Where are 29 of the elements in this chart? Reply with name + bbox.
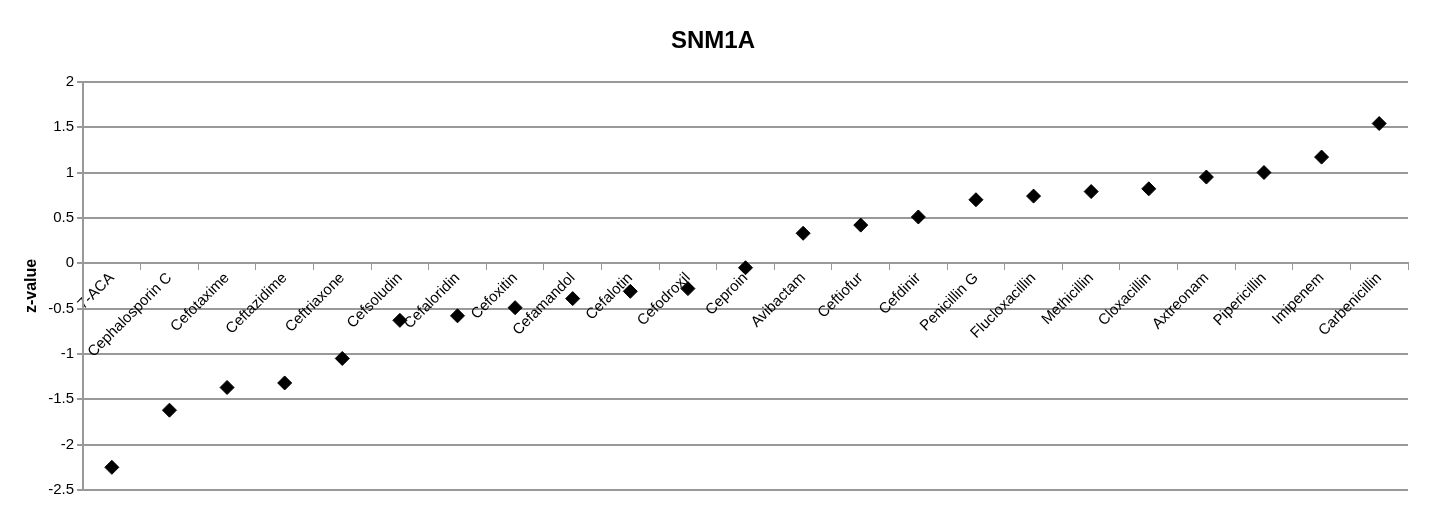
y-axis-title: z-value (22, 258, 40, 314)
point (104, 459, 120, 475)
point (968, 192, 984, 208)
y-tick-label: 1 (65, 162, 75, 180)
point (1314, 149, 1330, 165)
y-tick-label: 2 (65, 71, 75, 89)
point (738, 260, 754, 276)
point (1026, 188, 1042, 204)
point (161, 402, 177, 418)
y-tick-label: 0.5 (53, 208, 75, 226)
point (1083, 184, 1099, 200)
point (334, 350, 350, 366)
point (219, 380, 235, 395)
y-tick-label: -2.5 (48, 480, 75, 498)
point (1141, 181, 1157, 197)
point (795, 225, 811, 241)
y-tick-label: -1.5 (48, 389, 75, 407)
chart-title: SNM1A (670, 26, 756, 54)
point (1371, 116, 1387, 132)
point (1198, 169, 1214, 185)
y-tick-label: -2 (60, 434, 75, 452)
y-tick-label: -1 (60, 344, 75, 362)
point (853, 217, 869, 233)
point (277, 375, 293, 391)
y-tick-label: 1.5 (53, 117, 75, 135)
point (910, 209, 926, 225)
y-tick-label: -0.5 (48, 298, 75, 316)
y-tick-label: 0 (65, 253, 75, 271)
point (1256, 165, 1272, 181)
